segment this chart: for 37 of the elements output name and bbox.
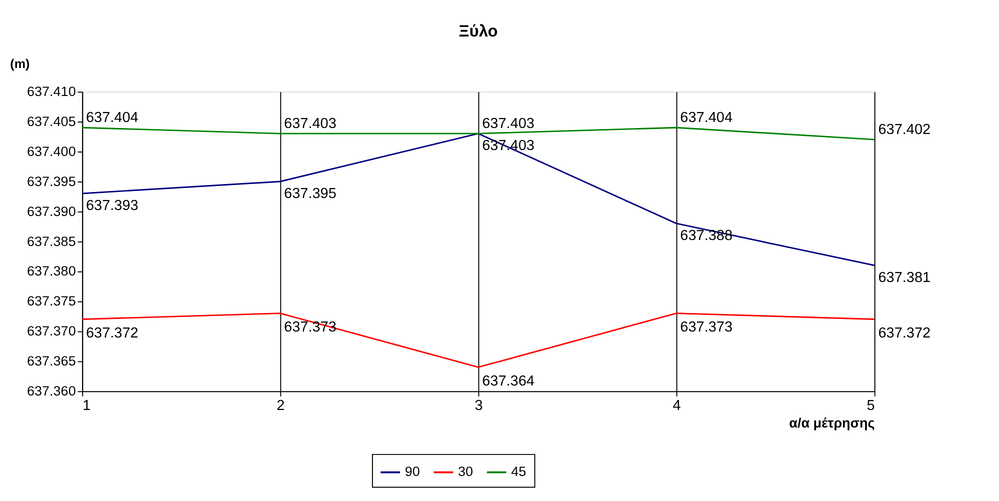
legend-label: 90 — [404, 464, 420, 480]
data-label: 637.372 — [86, 326, 138, 342]
y-tick-label: 637.410 — [26, 84, 76, 99]
line-series — [81, 132, 876, 266]
y-axis-title: (m) — [10, 56, 30, 71]
data-label: 637.403 — [284, 116, 336, 132]
y-tick-label: 637.360 — [26, 384, 76, 399]
y-tick-label: 637.380 — [26, 264, 76, 279]
data-label: 637.372 — [878, 326, 931, 342]
x-tick-label: 2 — [276, 398, 285, 414]
y-tick-label: 637.395 — [26, 174, 76, 189]
x-tick-label: 1 — [82, 398, 91, 414]
data-label: 637.364 — [482, 374, 534, 390]
data-label: 637.373 — [284, 320, 336, 336]
data-label: 637.395 — [284, 186, 336, 202]
y-tick-label: 637.385 — [26, 234, 76, 249]
data-label: 637.404 — [680, 110, 733, 126]
y-tick-label: 637.375 — [26, 294, 76, 309]
data-label: 637.402 — [878, 122, 931, 138]
data-label: 637.381 — [878, 270, 931, 286]
data-label: 637.403 — [482, 116, 534, 132]
x-tick-label: 5 — [866, 398, 875, 414]
legend-label: 30 — [458, 464, 473, 480]
y-tick-label: 637.365 — [26, 354, 76, 369]
data-label: 637.373 — [680, 320, 733, 336]
legend-label: 45 — [511, 464, 526, 480]
data-label: 637.404 — [86, 110, 138, 126]
y-tick-label: 637.390 — [26, 204, 76, 219]
y-tick-label: 637.400 — [26, 144, 76, 159]
chart-title: Ξύλο — [458, 22, 498, 41]
x-tick-label: 4 — [672, 398, 681, 414]
data-label: 637.393 — [86, 198, 138, 214]
y-tick-label: 637.370 — [26, 324, 76, 339]
y-tick-label: 637.405 — [26, 114, 76, 129]
x-tick-label: 3 — [474, 398, 483, 414]
x-axis-title: α/α μέτρησης — [789, 415, 875, 430]
data-label: 637.388 — [680, 228, 733, 244]
